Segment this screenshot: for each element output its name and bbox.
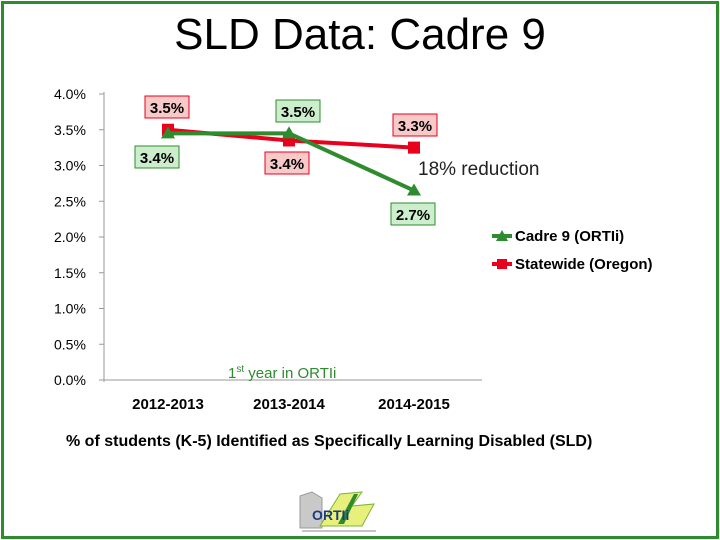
data-label-statewide-box — [275, 99, 321, 123]
data-label-statewide: 3.3% — [398, 118, 432, 135]
slide-title: SLD Data: Cadre 9 — [174, 10, 546, 59]
annotation-first-year: 1st year in ORTIi — [228, 364, 336, 382]
y-tick-label: 4.0% — [54, 86, 86, 102]
point-cadre9 — [161, 126, 175, 139]
data-label-cadre9-box — [264, 151, 310, 175]
y-tick-label: 2.0% — [54, 229, 86, 245]
point-cadre9 — [282, 126, 296, 139]
legend-label: Cadre 9 (ORTIi) — [515, 228, 624, 245]
y-tick-label: 2.5% — [54, 193, 86, 209]
annotation-reduction: 18% reduction — [418, 159, 539, 180]
x-tick-label: 2012-2013 — [132, 396, 204, 413]
data-label-statewide: 3.5% — [281, 104, 315, 121]
logo-text: ORTIi — [312, 507, 349, 523]
data-label-cadre9: 2.7% — [396, 207, 430, 224]
legend-marker — [496, 230, 508, 241]
data-label-cadre9: 3.4% — [140, 150, 174, 167]
ortii-logo: ORTIi — [292, 486, 386, 536]
chart-caption: % of students (K-5) Identified as Specif… — [66, 433, 593, 450]
data-label-statewide-box — [144, 95, 190, 119]
y-tick-label: 0.0% — [54, 372, 86, 388]
y-tick-label: 3.5% — [54, 122, 86, 138]
y-tick-label: 0.5% — [54, 336, 86, 352]
data-label-cadre9-box — [134, 145, 180, 169]
data-label-cadre9: 3.4% — [270, 156, 304, 173]
y-tick-label: 1.0% — [54, 301, 86, 317]
y-tick-label: 1.5% — [54, 265, 86, 281]
legend-marker — [497, 259, 507, 269]
point-statewide — [408, 141, 420, 154]
x-tick-label: 2014-2015 — [378, 396, 450, 413]
data-label-cadre9-box — [390, 202, 436, 226]
data-label-statewide: 3.5% — [150, 100, 184, 117]
legend-label: Statewide (Oregon) — [515, 256, 653, 273]
point-cadre9 — [407, 183, 421, 196]
data-label-statewide-box — [392, 113, 438, 137]
y-tick-label: 3.0% — [54, 158, 86, 174]
x-tick-label: 2013-2014 — [253, 396, 325, 413]
